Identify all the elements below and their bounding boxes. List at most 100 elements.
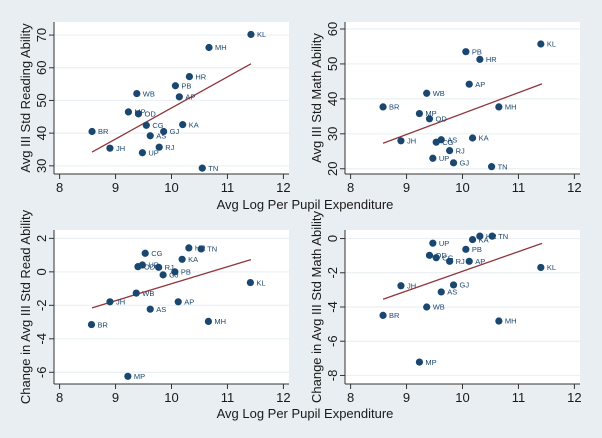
data-point-mh bbox=[204, 317, 213, 325]
data-point-label: PB bbox=[472, 47, 482, 56]
data-point-tn bbox=[197, 245, 205, 253]
y-axis-title: Change in Avg III Std Math Ability bbox=[309, 211, 324, 403]
data-point-label: JH bbox=[116, 144, 125, 153]
x-tick-label: 9 bbox=[112, 180, 119, 195]
data-point-label: KA bbox=[479, 235, 489, 244]
data-point-label: JH bbox=[407, 281, 416, 290]
data-point-label: RJ bbox=[165, 143, 174, 152]
data-point-br bbox=[87, 320, 96, 329]
x-tick-label: 9 bbox=[403, 390, 410, 405]
y-tick-label: 50 bbox=[34, 93, 49, 107]
data-point-hr bbox=[476, 232, 484, 240]
data-point-rj bbox=[446, 257, 454, 265]
data-point-mp bbox=[124, 108, 133, 116]
x-tick-label: 8 bbox=[347, 390, 354, 405]
data-point-ka bbox=[468, 134, 477, 142]
data-point-label: MH bbox=[505, 103, 517, 112]
data-point-rj bbox=[155, 143, 163, 151]
x-tick-label: 9 bbox=[403, 180, 410, 195]
data-point-label: KL bbox=[547, 263, 556, 272]
data-point-pb bbox=[171, 82, 180, 90]
data-point-label: KA bbox=[188, 255, 198, 264]
data-point-label: BR bbox=[98, 127, 109, 136]
data-point-label: RJ bbox=[456, 257, 465, 266]
data-point-label: MH bbox=[215, 43, 227, 52]
data-point-mp bbox=[415, 358, 424, 366]
x-tick-label: 12 bbox=[567, 390, 581, 405]
data-point-label: UP bbox=[148, 148, 158, 157]
data-point-label: OD bbox=[144, 110, 156, 119]
data-point-ap bbox=[175, 93, 183, 101]
x-tick-label: 10 bbox=[164, 390, 178, 405]
y-tick-label: 20 bbox=[325, 162, 340, 176]
y-tick-label: -4 bbox=[34, 333, 49, 345]
shared-x-axis-title-bottom: Avg Log Per Pupil Expenditure bbox=[217, 406, 394, 421]
data-point-label: GJ bbox=[460, 159, 470, 168]
data-point-as bbox=[146, 305, 154, 313]
data-point-label: AS bbox=[156, 131, 166, 140]
data-point-hr bbox=[476, 55, 484, 63]
y-tick-label: 30 bbox=[325, 127, 340, 141]
x-tick-label: 10 bbox=[455, 180, 469, 195]
data-point-kl bbox=[537, 40, 545, 48]
x-tick-label: 12 bbox=[276, 180, 290, 195]
y-tick-label: 70 bbox=[34, 28, 49, 42]
y-tick-label: 0 bbox=[34, 268, 49, 275]
fitted-line bbox=[382, 242, 543, 300]
data-point-gj bbox=[160, 127, 168, 136]
y-tick-label: 60 bbox=[34, 61, 49, 75]
data-point-cg bbox=[432, 254, 440, 262]
x-tick-label: 8 bbox=[56, 390, 63, 405]
data-point-wb bbox=[423, 89, 431, 97]
data-point-ap bbox=[465, 257, 473, 265]
x-tick-label: 8 bbox=[56, 180, 63, 195]
data-point-label: WB bbox=[142, 289, 154, 298]
x-tick-label: 12 bbox=[276, 390, 290, 405]
data-point-label: HR bbox=[195, 72, 206, 81]
data-point-label: GJ bbox=[169, 271, 179, 280]
data-point-label: OD bbox=[144, 262, 156, 271]
y-tick-label: 60 bbox=[325, 22, 340, 36]
data-point-pb bbox=[171, 268, 179, 276]
data-point-label: KA bbox=[479, 134, 489, 143]
x-tick-label: 12 bbox=[567, 180, 581, 195]
data-point-label: MH bbox=[505, 317, 517, 326]
y-tick-label: 40 bbox=[34, 126, 49, 140]
y-tick-label: -6 bbox=[34, 367, 49, 379]
data-point-label: AP bbox=[475, 257, 485, 266]
data-point-cg bbox=[141, 249, 149, 257]
data-point-tn bbox=[488, 232, 496, 240]
data-point-label: BR bbox=[389, 311, 400, 320]
data-point-label: HR bbox=[486, 55, 497, 64]
y-tick-label: -8 bbox=[325, 370, 340, 382]
data-point-gj bbox=[449, 281, 458, 289]
data-point-mp bbox=[415, 109, 424, 118]
data-point-as bbox=[146, 132, 154, 140]
data-point-label: KL bbox=[547, 40, 556, 49]
data-point-label: PB bbox=[181, 268, 191, 277]
data-point-kl bbox=[246, 278, 254, 287]
data-point-br bbox=[88, 127, 96, 136]
data-point-label: WB bbox=[433, 89, 445, 98]
data-point-label: BR bbox=[389, 103, 400, 112]
data-point-cg bbox=[432, 138, 440, 146]
x-tick-label: 10 bbox=[164, 180, 178, 195]
data-point-label: TN bbox=[207, 245, 217, 254]
data-point-label: MP bbox=[425, 109, 436, 118]
data-point-label: AS bbox=[447, 288, 457, 297]
data-point-label: MP bbox=[425, 358, 436, 367]
panel-change-math-ability: -8 -6 -4 -2 0 8 9 10 11 12 Change in Avg III Std M… bbox=[309, 211, 582, 405]
shared-x-axis-title-top: Avg Log Per Pupil Expenditure bbox=[217, 197, 394, 212]
data-point-up bbox=[429, 239, 437, 247]
data-point-pb bbox=[462, 48, 470, 56]
data-point-kl bbox=[247, 30, 255, 39]
data-point-label: UP bbox=[148, 261, 158, 270]
y-tick-label: 2 bbox=[34, 235, 49, 242]
data-point-jh bbox=[106, 144, 114, 152]
x-tick-label: 11 bbox=[512, 180, 526, 195]
data-point-label: PB bbox=[181, 81, 191, 90]
data-point-od bbox=[425, 251, 434, 259]
data-point-mh bbox=[205, 43, 213, 52]
plot-area bbox=[54, 22, 289, 174]
